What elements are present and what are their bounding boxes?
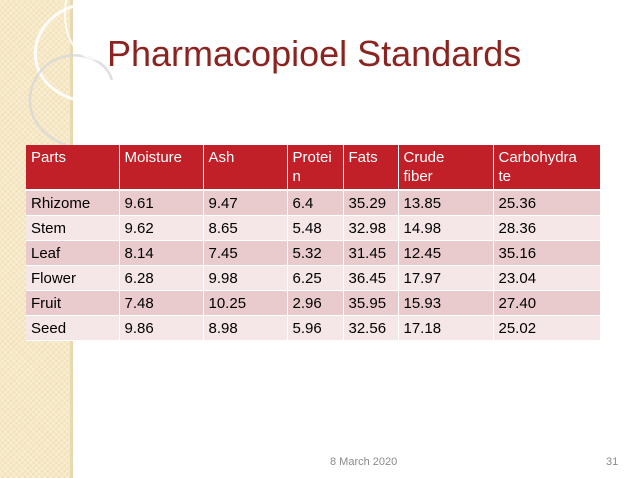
row-label-cell: Flower	[26, 265, 120, 291]
table-cell: 27.40	[493, 290, 601, 316]
table-row: Fruit 7.48 10.25 2.96 35.95 15.93 27.40	[26, 290, 601, 316]
row-label-cell: Fruit	[26, 290, 120, 316]
table-cell: 5.48	[287, 215, 344, 241]
table-row: Rhizome 9.61 9.47 6.4 35.29 13.85 25.36	[26, 190, 601, 216]
table-cell: 8.65	[203, 215, 288, 241]
column-header: Fats	[343, 145, 399, 191]
table-cell: 9.62	[119, 215, 204, 241]
table-header-row: Parts Moisture Ash Protei n Fats Crude fiber C…	[26, 145, 601, 191]
table-cell: 32.98	[343, 215, 399, 241]
table-cell: 9.98	[203, 265, 288, 291]
row-label-cell: Seed	[26, 315, 120, 341]
table-cell: 31.45	[343, 240, 399, 266]
table-cell: 23.04	[493, 265, 601, 291]
decorative-swirl	[28, 0, 114, 152]
table-cell: 14.98	[398, 215, 494, 241]
table-cell: 12.45	[398, 240, 494, 266]
table-cell: 5.96	[287, 315, 344, 341]
table-cell: 6.28	[119, 265, 204, 291]
page-number: 31	[606, 456, 619, 468]
table-cell: 25.02	[493, 315, 601, 341]
table-cell: 7.48	[119, 290, 204, 316]
table-cell: 15.93	[398, 290, 494, 316]
table-cell: 36.45	[343, 265, 399, 291]
table-cell: 6.4	[287, 190, 344, 216]
footer-date: 8 March 2020	[330, 456, 398, 468]
slide-title: Pharmacopioel Standards	[107, 33, 522, 74]
column-header: Crude fiber	[398, 145, 494, 191]
table-row: Seed 9.86 8.98 5.96 32.56 17.18 25.02	[26, 315, 601, 341]
table-cell: 17.97	[398, 265, 494, 291]
table-cell: 9.61	[119, 190, 204, 216]
row-label-cell: Stem	[26, 215, 120, 241]
column-header: Parts	[26, 145, 120, 191]
table-cell: 7.45	[203, 240, 288, 266]
table-cell: 8.14	[119, 240, 204, 266]
table-cell: 10.25	[203, 290, 288, 316]
table-cell: 2.96	[287, 290, 344, 316]
table-cell: 35.29	[343, 190, 399, 216]
standards-table: Parts Moisture Ash Protei n Fats Crude fiber C…	[26, 145, 601, 341]
table-cell: 6.25	[287, 265, 344, 291]
table-body: Rhizome 9.61 9.47 6.4 35.29 13.85 25.36 Stem 9.6…	[26, 190, 601, 341]
table-cell: 25.36	[493, 190, 601, 216]
row-label-cell: Leaf	[26, 240, 120, 266]
table-cell: 9.86	[119, 315, 204, 341]
column-header: Moisture	[119, 145, 204, 191]
table-row: Leaf 8.14 7.45 5.32 31.45 12.45 35.16	[26, 240, 601, 266]
table-cell: 5.32	[287, 240, 344, 266]
table-cell: 8.98	[203, 315, 288, 341]
column-header: Protei n	[287, 145, 344, 191]
row-label-cell: Rhizome	[26, 190, 120, 216]
table-cell: 9.47	[203, 190, 288, 216]
table-row: Stem 9.62 8.65 5.48 32.98 14.98 28.36	[26, 215, 601, 241]
table-cell: 32.56	[343, 315, 399, 341]
column-header: Ash	[203, 145, 288, 191]
table-cell: 35.16	[493, 240, 601, 266]
column-header: Carbohydra te	[493, 145, 601, 191]
table-row: Flower 6.28 9.98 6.25 36.45 17.97 23.04	[26, 265, 601, 291]
table-cell: 13.85	[398, 190, 494, 216]
table-cell: 28.36	[493, 215, 601, 241]
table-cell: 17.18	[398, 315, 494, 341]
table-cell: 35.95	[343, 290, 399, 316]
